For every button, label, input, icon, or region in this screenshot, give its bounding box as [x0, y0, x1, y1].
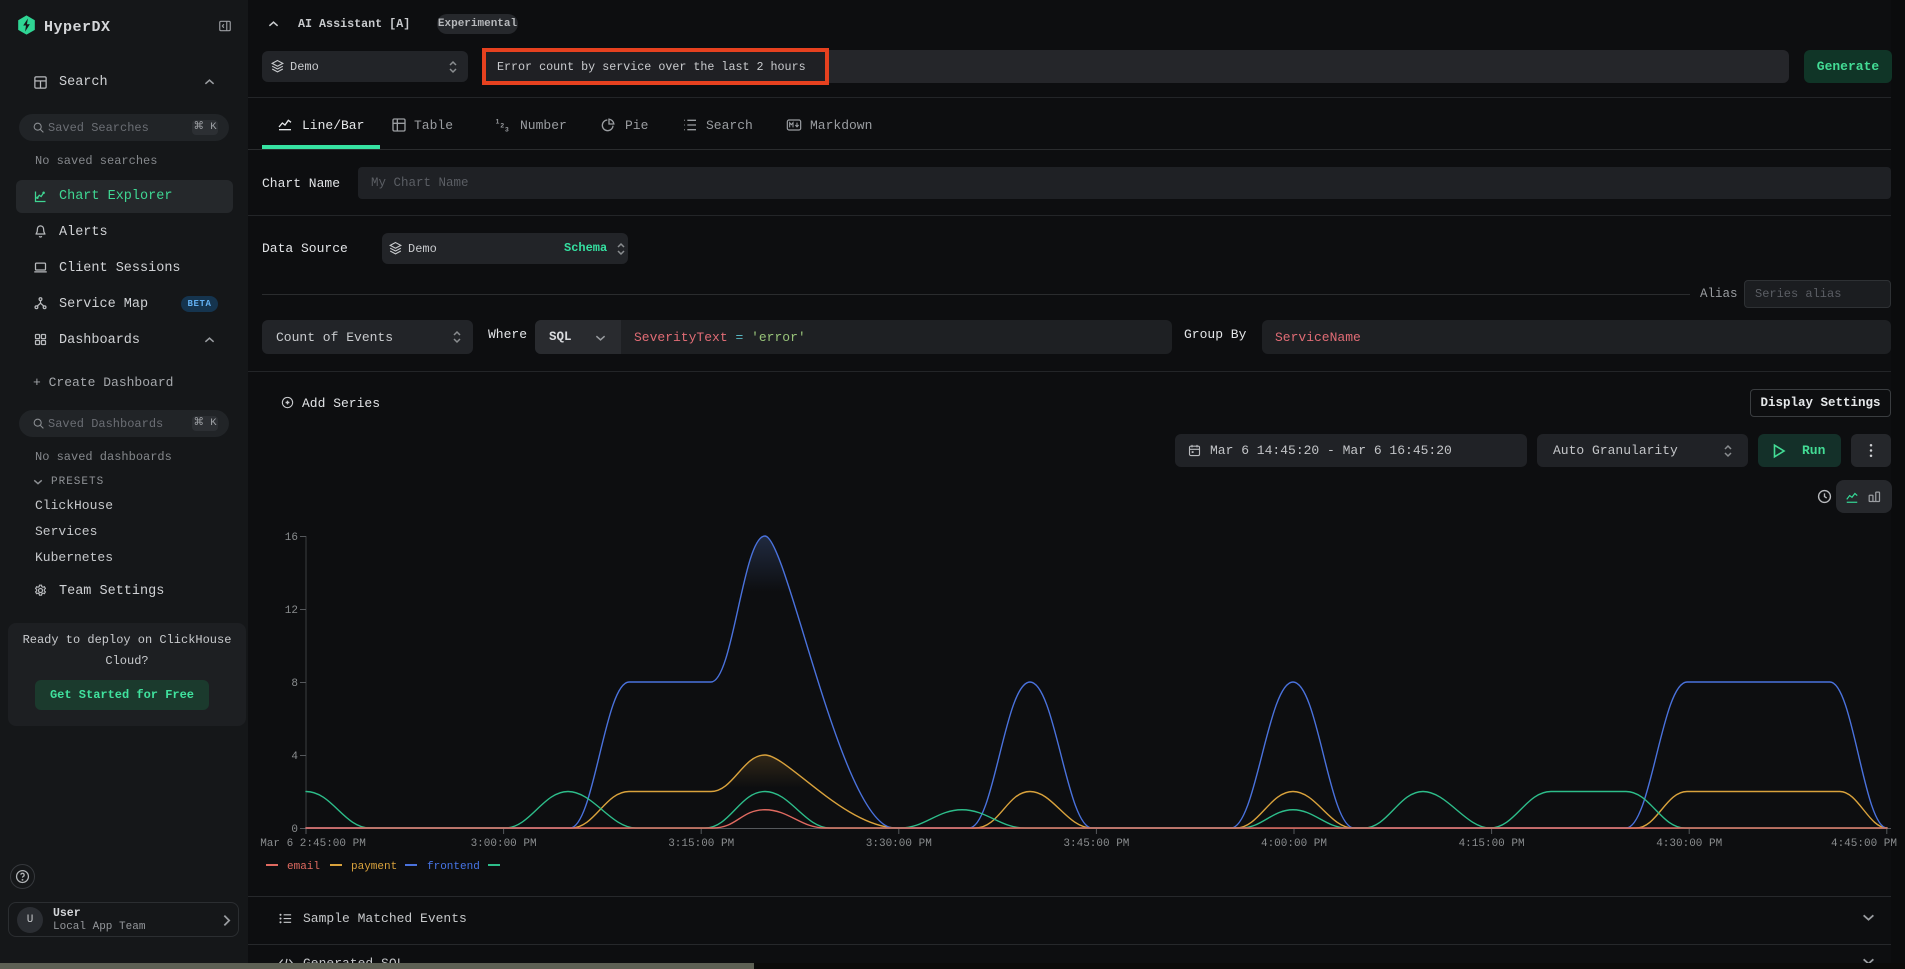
svg-text:3:45:00 PM: 3:45:00 PM	[1063, 838, 1129, 850]
svg-text:0: 0	[291, 824, 298, 836]
svg-text:Mar 6 2:45:00 PM: Mar 6 2:45:00 PM	[260, 838, 366, 850]
svg-text:4:30:00 PM: 4:30:00 PM	[1656, 838, 1722, 850]
svg-text:payment: payment	[351, 861, 397, 873]
svg-text:4: 4	[291, 751, 298, 763]
svg-text:3:00:00 PM: 3:00:00 PM	[471, 838, 537, 850]
svg-text:1: 1	[496, 119, 500, 126]
svg-text:12: 12	[285, 605, 298, 617]
svg-text:4:45:00 PM: 4:45:00 PM	[1831, 838, 1897, 850]
svg-text:3:30:00 PM: 3:30:00 PM	[866, 838, 932, 850]
svg-text:email: email	[287, 861, 320, 873]
svg-text:4:15:00 PM: 4:15:00 PM	[1459, 838, 1525, 850]
svg-text:2: 2	[500, 123, 504, 130]
svg-text:4:00:00 PM: 4:00:00 PM	[1261, 838, 1327, 850]
svg-text:3: 3	[505, 127, 509, 133]
svg-text:frontend: frontend	[427, 861, 480, 873]
svg-text:16: 16	[285, 532, 298, 544]
svg-text:8: 8	[291, 678, 298, 690]
svg-text:3:15:00 PM: 3:15:00 PM	[668, 838, 734, 850]
